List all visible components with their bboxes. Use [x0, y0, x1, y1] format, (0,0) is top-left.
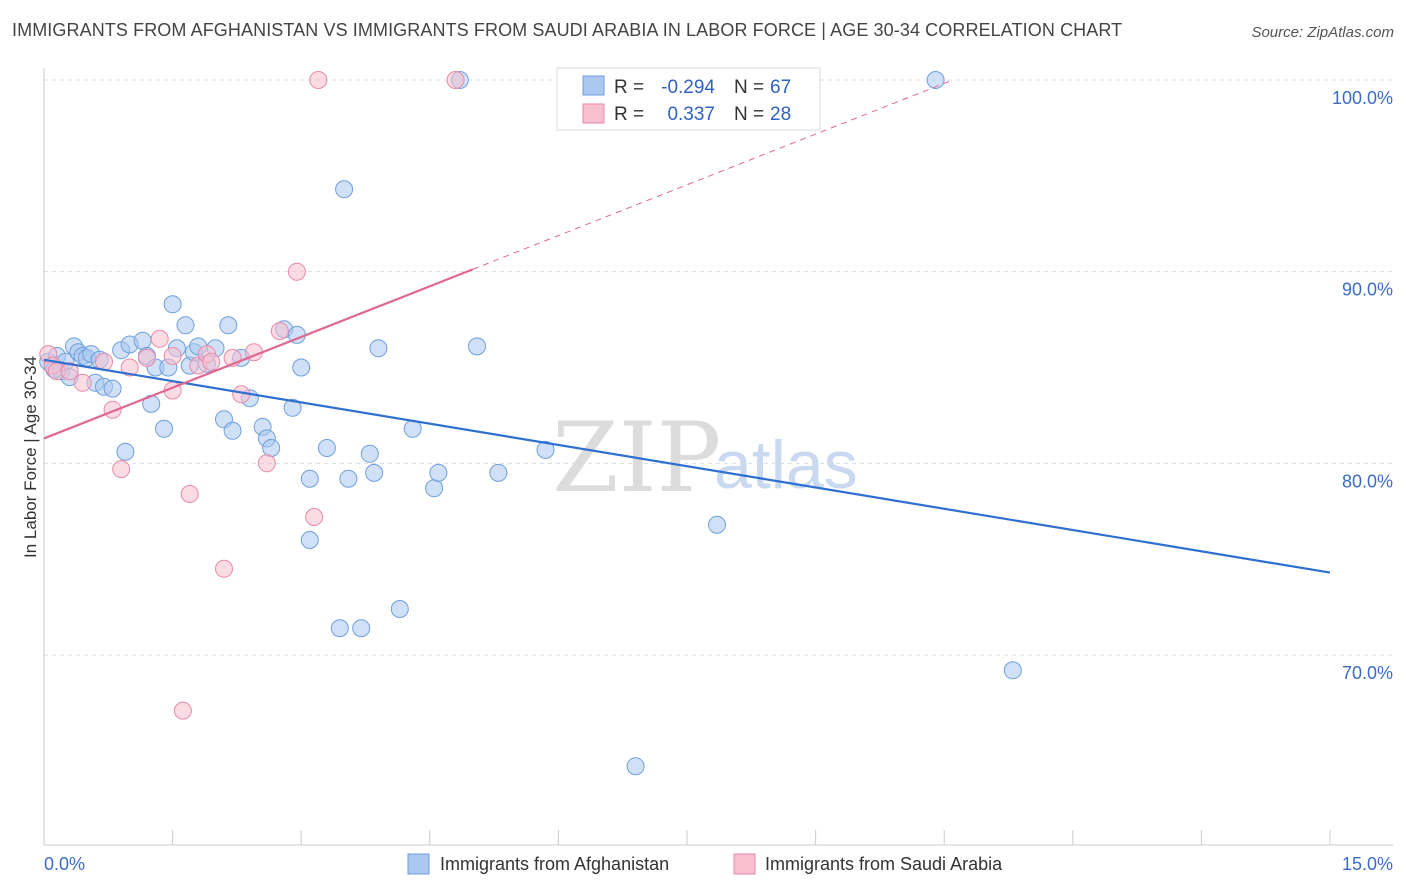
data-point — [219, 316, 238, 335]
trend-line-saudi-arabia-extension — [472, 79, 953, 270]
data-point — [292, 358, 311, 377]
y-tick-labels: 70.0% 80.0% 90.0% 100.0% — [1332, 88, 1393, 683]
data-point — [73, 373, 92, 392]
data-point — [309, 71, 328, 89]
data-point — [133, 331, 152, 350]
chart-title: IMMIGRANTS FROM AFGHANISTAN VS IMMIGRANT… — [12, 20, 1123, 40]
data-point — [257, 454, 276, 473]
data-point — [425, 479, 444, 498]
series-layer — [39, 71, 1331, 776]
data-point — [305, 508, 324, 526]
legend-r-value-2: 0.337 — [662, 104, 715, 125]
legend-swatch-saudi-arabia — [582, 103, 605, 124]
data-point — [926, 71, 945, 89]
legend-r-value-1: -0.294 — [661, 77, 715, 98]
data-point — [300, 531, 319, 549]
series-saudi-arabia — [39, 71, 465, 720]
data-point — [429, 463, 448, 482]
data-point — [335, 180, 354, 199]
data-point — [112, 460, 131, 479]
data-point — [287, 262, 306, 281]
data-point — [180, 485, 199, 503]
data-point — [360, 444, 379, 463]
trend-line-afghanistan — [43, 358, 1331, 574]
chart-source: Source: ZipAtlas.com — [1251, 24, 1394, 41]
data-point — [137, 348, 156, 367]
trend-line-saudi-arabia — [43, 268, 474, 440]
x-tick-label-start: 0.0% — [44, 854, 85, 874]
data-point — [626, 757, 645, 776]
data-point — [202, 352, 221, 371]
data-point — [489, 463, 508, 482]
legend-n-value-2: 28 — [770, 104, 791, 125]
y-axis-title: In Labor Force | Age 30-34 — [21, 356, 40, 558]
data-point — [283, 398, 302, 417]
y-tick-label: 80.0% — [1342, 471, 1393, 491]
data-point — [369, 339, 388, 358]
grid-lines — [44, 79, 1393, 656]
data-point — [173, 701, 192, 720]
data-point — [120, 358, 139, 377]
data-point — [163, 295, 182, 314]
data-point — [270, 322, 289, 341]
legend-r-label-2: R = — [614, 104, 644, 125]
data-point — [163, 347, 182, 365]
legend-n-value-1: 67 — [770, 77, 791, 98]
data-point — [223, 421, 242, 440]
data-point — [352, 619, 371, 638]
data-point — [536, 440, 555, 459]
x-tick-label-end: 15.0% — [1342, 854, 1393, 874]
data-point — [176, 316, 195, 335]
data-point — [215, 559, 233, 578]
data-point — [365, 463, 384, 482]
data-point — [708, 515, 726, 534]
bottom-legend: Immigrants from Afghanistan Immigrants f… — [407, 853, 1003, 875]
bottom-legend-swatch-saudi-arabia — [733, 853, 756, 875]
data-point — [468, 337, 486, 356]
series-afghanistan — [39, 71, 1022, 776]
bottom-legend-label-saudi-arabia: Immigrants from Saudi Arabia — [765, 854, 1003, 874]
data-point — [150, 329, 169, 348]
data-point — [60, 362, 79, 381]
y-tick-label: 90.0% — [1342, 280, 1393, 300]
y-tick-label: 70.0% — [1342, 663, 1393, 683]
legend-n-label-2: N = — [734, 104, 764, 125]
data-point — [103, 379, 122, 398]
legend-box: R = -0.294 N = 67 R = 0.337 N = 28 — [556, 67, 821, 131]
legend-swatch-afghanistan — [582, 75, 605, 96]
data-point — [446, 71, 465, 89]
bottom-legend-label-afghanistan: Immigrants from Afghanistan — [440, 854, 669, 874]
data-point — [155, 419, 173, 438]
data-point — [116, 442, 135, 461]
data-point — [339, 469, 358, 488]
data-point — [262, 439, 281, 457]
data-point — [1003, 661, 1022, 680]
data-point — [330, 619, 349, 638]
legend-r-label-1: R = — [614, 77, 644, 98]
data-point — [317, 439, 336, 457]
x-axis-ticks — [43, 830, 1331, 845]
data-point — [390, 600, 409, 618]
bottom-legend-swatch-afghanistan — [407, 853, 430, 875]
y-tick-label: 100.0% — [1332, 88, 1393, 108]
legend-n-label-1: N = — [734, 77, 764, 98]
data-point — [300, 469, 319, 488]
